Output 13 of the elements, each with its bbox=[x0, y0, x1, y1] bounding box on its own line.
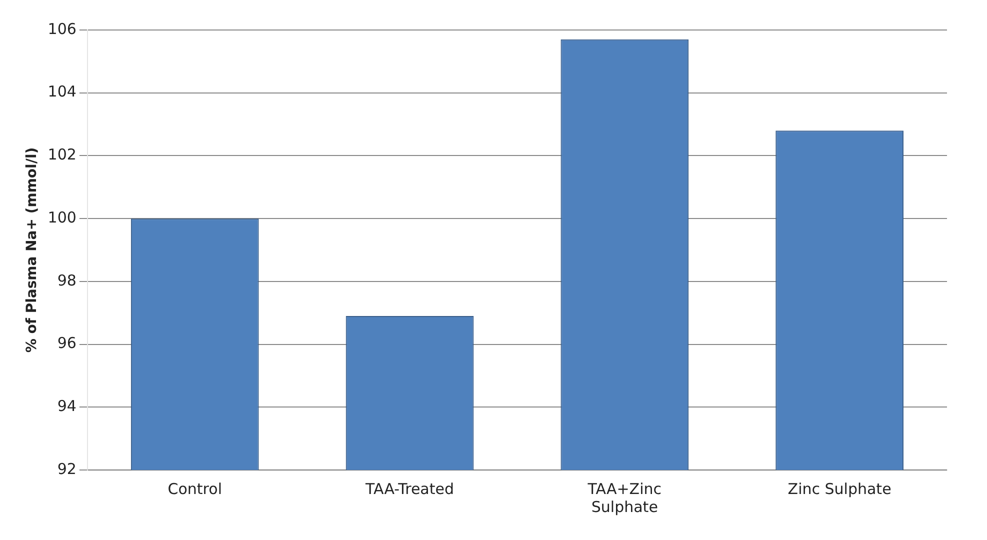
x-tick-label: TAA-Treated bbox=[364, 480, 454, 498]
y-tick-label: 100 bbox=[48, 208, 76, 226]
x-tick-label: TAA+Zinc Sulphate bbox=[586, 480, 662, 516]
y-axis-title: % of Plasma Na+ (mmol/l) bbox=[24, 147, 40, 353]
y-tick-label: 106 bbox=[48, 20, 76, 38]
y-tick-label: 104 bbox=[48, 82, 76, 101]
x-tick-label: Control bbox=[168, 480, 222, 498]
y-tick-label: 96 bbox=[57, 334, 76, 352]
y-tick-label: 102 bbox=[48, 146, 76, 164]
y-tick-label: 94 bbox=[57, 397, 76, 416]
x-tick-label: Zinc Sulphate bbox=[788, 480, 892, 498]
y-tick-label: 92 bbox=[57, 460, 76, 478]
y-tick-label: 98 bbox=[57, 271, 76, 290]
